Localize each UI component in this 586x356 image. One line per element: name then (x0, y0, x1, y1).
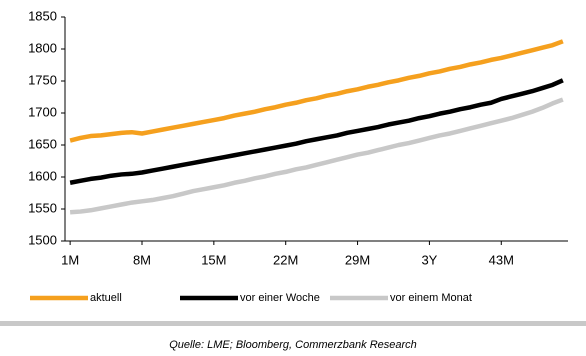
series-line (69, 97, 564, 215)
legend-text: vor einer Woche (240, 292, 320, 304)
y-tick-label: 1500 (28, 232, 57, 247)
separator (0, 321, 586, 326)
y-tick-label: 1600 (28, 168, 57, 183)
x-tick-label: 15M (201, 252, 226, 267)
y-tick-label: 1650 (28, 136, 57, 151)
y-tick-label: 1700 (28, 104, 57, 119)
x-tick-label: 1M (61, 252, 79, 267)
x-tick-label: 29M (345, 252, 370, 267)
legend-text: vor einem Monat (390, 292, 472, 304)
y-tick-label: 1850 (28, 8, 57, 23)
series-line (69, 39, 564, 143)
series-line (69, 78, 564, 185)
x-tick-label: 22M (273, 252, 298, 267)
legend-text: aktuell (90, 292, 122, 304)
y-tick-label: 1550 (28, 200, 57, 215)
x-tick-label: 8M (133, 252, 151, 267)
x-tick-label: 3Y (421, 252, 437, 267)
source-note: Quelle: LME; Bloomberg, Commerzbank Rese… (169, 339, 417, 351)
x-tick-label: 43M (489, 252, 514, 267)
y-tick-label: 1750 (28, 72, 57, 87)
y-tick-label: 1800 (28, 40, 57, 55)
